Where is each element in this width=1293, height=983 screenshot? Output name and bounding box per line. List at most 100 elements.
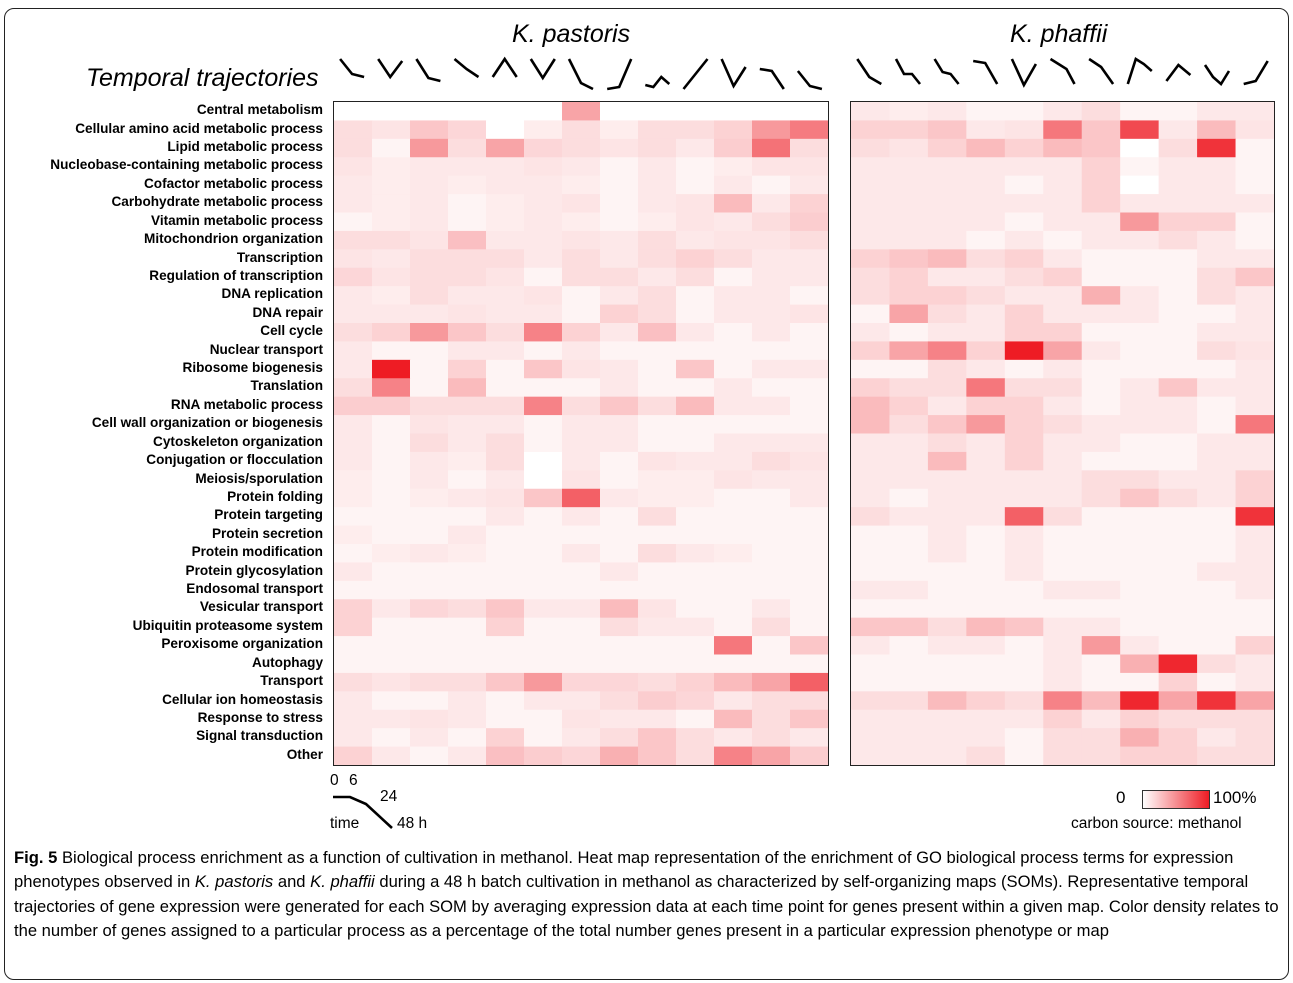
heatmap-cell [790, 341, 828, 361]
heatmap-cell [714, 451, 753, 471]
heatmap-cell [448, 525, 487, 545]
heatmap-cell [638, 617, 677, 637]
heatmap-cell [714, 267, 753, 287]
heatmap-cell [752, 728, 791, 747]
heatmap-cell [676, 415, 715, 434]
heatmap-cell [966, 636, 1006, 655]
heatmap-cell [1235, 396, 1274, 416]
heatmap-cell [1158, 636, 1198, 655]
heatmap-cell [638, 599, 677, 619]
heatmap-cell [334, 157, 373, 177]
heatmap-cell [1081, 194, 1121, 213]
caption-species-1: K. pastoris [194, 872, 274, 892]
heatmap-cell [562, 654, 601, 674]
trajectory-glyph [856, 58, 882, 86]
caption-text-c: during a 48 h batch cultivation in metha… [14, 872, 1279, 941]
heatmap-cell [524, 470, 563, 490]
heatmap-cell [600, 636, 639, 655]
heatmap-cell [927, 359, 967, 379]
heatmap-cell [334, 562, 373, 582]
heatmap-cell [410, 267, 449, 287]
heatmap-cell [851, 433, 890, 453]
heatmap-cell [889, 194, 929, 213]
heatmap-cell [486, 507, 525, 526]
heatmap-cell [1043, 599, 1083, 619]
heatmap-cell [372, 396, 411, 416]
heatmap-cell [851, 691, 890, 711]
heatmap-cell [927, 267, 967, 287]
heatmap-cell [851, 102, 890, 121]
heatmap-cell [1043, 230, 1083, 250]
heatmap-cell [790, 120, 828, 140]
heatmap-cell [1043, 120, 1083, 140]
heatmap-cell [600, 562, 639, 582]
heatmap-cell [1235, 580, 1274, 600]
heatmap-cell [562, 599, 601, 619]
heatmap-cell [334, 194, 373, 213]
heatmap-cell [1158, 709, 1198, 729]
row-label: Protein targeting [214, 507, 323, 523]
row-label: Carbohydrate metabolic process [111, 194, 323, 210]
heatmap-cell [1197, 544, 1236, 563]
heatmap-cell [334, 230, 373, 250]
heatmap-cell [372, 194, 411, 213]
heatmap-cell [410, 654, 449, 674]
legend-min-label: 0 [1116, 788, 1126, 807]
heatmap-cell [752, 470, 791, 490]
heatmap-cell [486, 102, 525, 121]
heatmap-cell [372, 580, 411, 600]
heatmap-cell [889, 470, 929, 490]
heatmap-cell [927, 507, 967, 526]
heatmap-cell [1158, 286, 1198, 305]
heatmap-cell [638, 672, 677, 692]
heatmap-cell [1043, 138, 1083, 158]
heatmap-cell [752, 378, 791, 398]
heatmap-cell [334, 580, 373, 600]
heatmap-cell [638, 433, 677, 453]
heatmap-cell [889, 433, 929, 453]
heatmap-cell [638, 654, 677, 674]
heatmap-cell [851, 249, 890, 269]
heatmap-cell [790, 249, 828, 269]
heatmap-cell [372, 672, 411, 692]
heatmap-cell [1004, 433, 1044, 453]
heatmap-cell [752, 580, 791, 600]
heatmap-cell [486, 451, 525, 471]
heatmap-cell [714, 746, 753, 765]
heatmap-cell [334, 470, 373, 490]
heatmap-cell [752, 433, 791, 453]
heatmap-cell [600, 415, 639, 434]
heatmap-cell [1158, 562, 1198, 582]
heatmap-cell [1120, 544, 1160, 563]
heatmap-cell [1004, 212, 1044, 232]
heatmap-cell [638, 102, 677, 121]
heatmap-cell [1081, 249, 1121, 269]
heatmap-cell [448, 359, 487, 379]
heatmap-cell [966, 691, 1006, 711]
heatmap-cell [372, 433, 411, 453]
heatmap-cell [334, 636, 373, 655]
heatmap-cell [486, 212, 525, 232]
heatmap-cell [600, 323, 639, 342]
trajectory-glyph [682, 58, 709, 90]
heatmap-cell [851, 267, 890, 287]
heatmap-cell [1081, 636, 1121, 655]
heatmap-cell [851, 451, 890, 471]
heatmap-cell [966, 746, 1006, 765]
heatmap-cell [676, 212, 715, 232]
heatmap-cell [851, 323, 890, 342]
heatmap-cell [448, 396, 487, 416]
heatmap-cell [889, 746, 929, 765]
heatmap-cell [1197, 636, 1236, 655]
heatmap-cell [1197, 304, 1236, 324]
heatmap-cell [486, 470, 525, 490]
heatmap-cell [1158, 580, 1198, 600]
row-label: Endosomal transport [186, 581, 323, 597]
heatmap-cell [1120, 562, 1160, 582]
heatmap-cell [1235, 709, 1274, 729]
heatmap-cell [1120, 728, 1160, 747]
heatmap-cell [889, 230, 929, 250]
heatmap-cell [524, 525, 563, 545]
heatmap-cell [1004, 157, 1044, 177]
heatmap-cell [448, 249, 487, 269]
